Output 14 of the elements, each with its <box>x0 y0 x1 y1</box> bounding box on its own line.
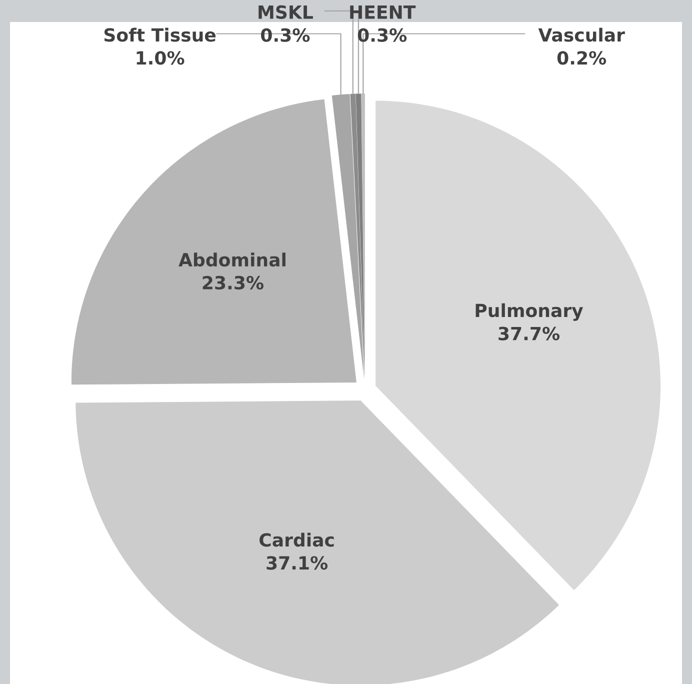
data-label: 37.7% <box>498 326 560 340</box>
slice-label: Soft Tissue <box>104 28 216 42</box>
slice-label: HEENT <box>350 6 416 19</box>
slice-label: Vascular <box>538 28 625 42</box>
data-label: 37.1% <box>266 556 328 570</box>
data-label: 23.3% <box>202 276 264 290</box>
data-label: 0.3% <box>358 28 407 42</box>
slice-label: Pulmonary <box>476 303 584 321</box>
data-label: 1.0% <box>136 51 184 65</box>
slice-label: Abdominal <box>178 252 286 267</box>
data-label: 0.2% <box>557 51 606 65</box>
data-label: 0.3% <box>261 28 310 42</box>
slice-label: MSKL <box>258 5 313 19</box>
slice-label: Cardiac <box>260 532 334 547</box>
